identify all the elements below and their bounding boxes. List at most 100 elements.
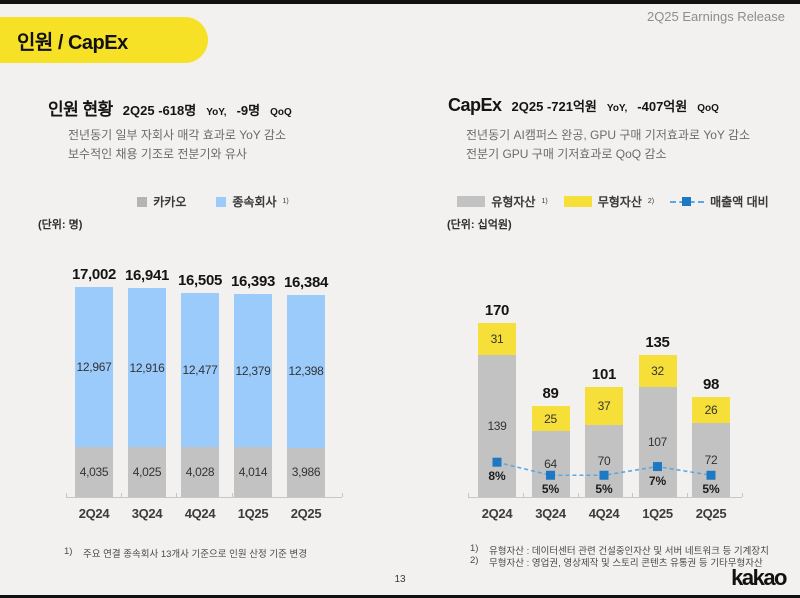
bar-value-label: 70 xyxy=(597,454,611,469)
x-axis-label: 2Q24 xyxy=(481,506,513,521)
slide-title-badge: 인원 / CapEx xyxy=(0,17,208,63)
legend-item-subsidiary: 종속회사 1) xyxy=(216,193,289,210)
bar-segment-종속회사 xyxy=(181,293,219,448)
people-stat-yoy: 2Q25 -618명 xyxy=(122,103,197,118)
bar-total-label: 89 xyxy=(542,384,559,402)
bar-value-label: 139 xyxy=(487,418,507,433)
page-number: 13 xyxy=(394,574,406,585)
x-axis-tick xyxy=(577,493,579,497)
bar-total-label: 170 xyxy=(484,301,510,319)
bar-segment-종속회사 xyxy=(128,287,166,448)
x-axis-tick xyxy=(522,493,524,497)
legend-intangible-label: 무형자산 xyxy=(597,195,642,209)
x-axis-tick xyxy=(687,493,689,497)
capex-footnote-2: 2) 무형자산 : 영업권, 영상제작 및 스토리 콘텐츠 유통권 등 기타무형… xyxy=(470,555,763,569)
bar-value-label: 37 xyxy=(597,399,611,414)
bar-value-label: 12,916 xyxy=(129,360,165,375)
bar-total-label: 17,002 xyxy=(71,265,117,283)
people-footnote-num: 1) xyxy=(64,546,73,557)
bar-total-label: 98 xyxy=(702,375,720,393)
bar-segment-유형자산 xyxy=(692,423,730,497)
bar-segment-유형자산 xyxy=(638,387,677,497)
capex-legend: 유형자산 1) 무형자산 2) 매출액 대비 xyxy=(448,193,778,210)
capex-footnote-2-text: 무형자산 : 영업권, 영상제작 및 스토리 콘텐츠 유통권 등 기타무형자산 xyxy=(489,558,763,569)
bar-segment-무형자산 xyxy=(478,322,516,355)
bar-value-label: 64 xyxy=(544,457,557,472)
revenue-ratio-label: 5% xyxy=(541,482,560,497)
subsidiary-swatch-icon xyxy=(216,196,227,207)
bar-total-label: 16,393 xyxy=(230,273,276,291)
capex-stat-qoq-unit: QoQ xyxy=(697,103,719,114)
legend-item-kakao: 카카오 xyxy=(137,193,186,210)
line-marker-icon xyxy=(492,457,502,467)
capex-footnote-2-num: 2) xyxy=(470,555,479,566)
legend-revenue-ratio-label: 매출액 대비 xyxy=(710,195,769,209)
people-legend: 카카오 종속회사 1) xyxy=(48,193,378,210)
bar-segment-유형자산 xyxy=(478,354,516,497)
kakao-swatch-icon xyxy=(137,196,148,207)
legend-item-intangible: 무형자산 2) xyxy=(563,193,654,210)
capex-footnote-1: 1) 유형자산 : 데이터센터 관련 건설중인자산 및 서버 네트워크 등 기계… xyxy=(470,543,769,557)
line-marker-icon xyxy=(546,470,555,480)
bar-value-label: 12,398 xyxy=(288,364,324,379)
legend-tangible-sup: 1) xyxy=(541,198,548,205)
people-desc-2: 보수적인 채용 기조로 전분기와 유사 xyxy=(68,147,247,161)
capex-chart: 139 31 170 2Q24 64 25 89 3Q24 70 37 101 4Q24 107 32 13… xyxy=(468,300,743,528)
revenue-ratio-line xyxy=(492,457,716,480)
line-marker-icon xyxy=(653,462,662,472)
bar-value-label: 4,025 xyxy=(132,465,162,480)
x-axis xyxy=(468,497,742,498)
capex-stat-yoy-unit: YoY, xyxy=(606,103,628,114)
bar-segment-무형자산 xyxy=(585,387,623,426)
capex-title: CapEx xyxy=(448,95,502,115)
legend-subsidiary-label: 종속회사 xyxy=(232,195,277,209)
capex-desc-1: 전년동기 AI캠퍼스 완공, GPU 구매 기저효과로 YoY 감소 xyxy=(466,128,751,142)
bar-value-label: 25 xyxy=(544,411,557,426)
revenue-ratio-swatch-icon xyxy=(670,197,705,206)
x-axis-tick xyxy=(176,493,178,497)
bar-segment-종속회사 xyxy=(75,286,113,448)
bar-value-label: 12,967 xyxy=(76,360,112,375)
people-stat-qoq-unit: QoQ xyxy=(270,107,292,118)
revenue-ratio-label: 8% xyxy=(488,469,506,484)
bar-segment-종속회사 xyxy=(234,294,272,448)
bar-total-label: 16,384 xyxy=(283,273,329,291)
capex-desc-2: 전분기 GPU 구매 기저효과로 QoQ 감소 xyxy=(466,147,667,161)
x-axis-label: 2Q24 xyxy=(78,506,110,521)
bar-segment-무형자산 xyxy=(692,396,730,424)
revenue-ratio-label: 7% xyxy=(648,473,667,488)
legend-item-tangible: 유형자산 1) xyxy=(457,193,548,210)
x-axis-label: 2Q25 xyxy=(695,506,727,521)
people-stat-qoq: -9명 xyxy=(236,103,261,118)
top-border xyxy=(0,0,800,4)
x-axis-label: 3Q24 xyxy=(131,506,163,521)
people-footnote-text: 주요 연결 종속회사 13개사 기준으로 인원 산정 기준 변경 xyxy=(83,549,307,560)
people-title: 인원 현황 xyxy=(48,100,113,119)
x-axis xyxy=(66,497,342,498)
people-desc-1: 전년동기 일부 자회사 매각 효과로 YoY 감소 xyxy=(68,128,287,142)
bar-value-label: 4,028 xyxy=(185,465,215,480)
bar-value-label: 72 xyxy=(704,453,718,468)
people-unit-label: (단위: 명) xyxy=(38,219,83,231)
capex-stat-yoy: 2Q25 -721억원 xyxy=(511,99,597,114)
kakao-logo: kakao xyxy=(731,565,787,590)
tangible-swatch-icon xyxy=(457,196,486,207)
bar-value-label: 4,014 xyxy=(238,465,268,480)
capex-footnote-1-num: 1) xyxy=(470,543,479,554)
x-axis-label: 4Q24 xyxy=(184,506,216,521)
people-stat-yoy-unit: YoY, xyxy=(206,107,227,118)
legend-item-revenue-ratio: 매출액 대비 xyxy=(670,193,769,210)
legend-kakao-label: 카카오 xyxy=(153,195,187,209)
legend-tangible-label: 유형자산 xyxy=(491,195,536,209)
capex-unit-label: (단위: 십억원) xyxy=(447,219,512,231)
bar-total-label: 135 xyxy=(645,333,670,351)
slide-title: 인원 / CapEx xyxy=(17,31,128,54)
bar-segment-무형자산 xyxy=(531,405,570,432)
x-axis-label: 4Q24 xyxy=(588,506,620,521)
bar-value-label: 4,035 xyxy=(79,465,109,480)
line-marker-icon xyxy=(599,470,609,480)
people-footnote: 1) 주요 연결 종속회사 13개사 기준으로 인원 산정 기준 변경 xyxy=(64,546,307,560)
bar-total-label: 16,505 xyxy=(177,272,223,290)
capex-footnote-1-text: 유형자산 : 데이터센터 관련 건설중인자산 및 서버 네트워크 등 기계장치 xyxy=(489,546,769,557)
